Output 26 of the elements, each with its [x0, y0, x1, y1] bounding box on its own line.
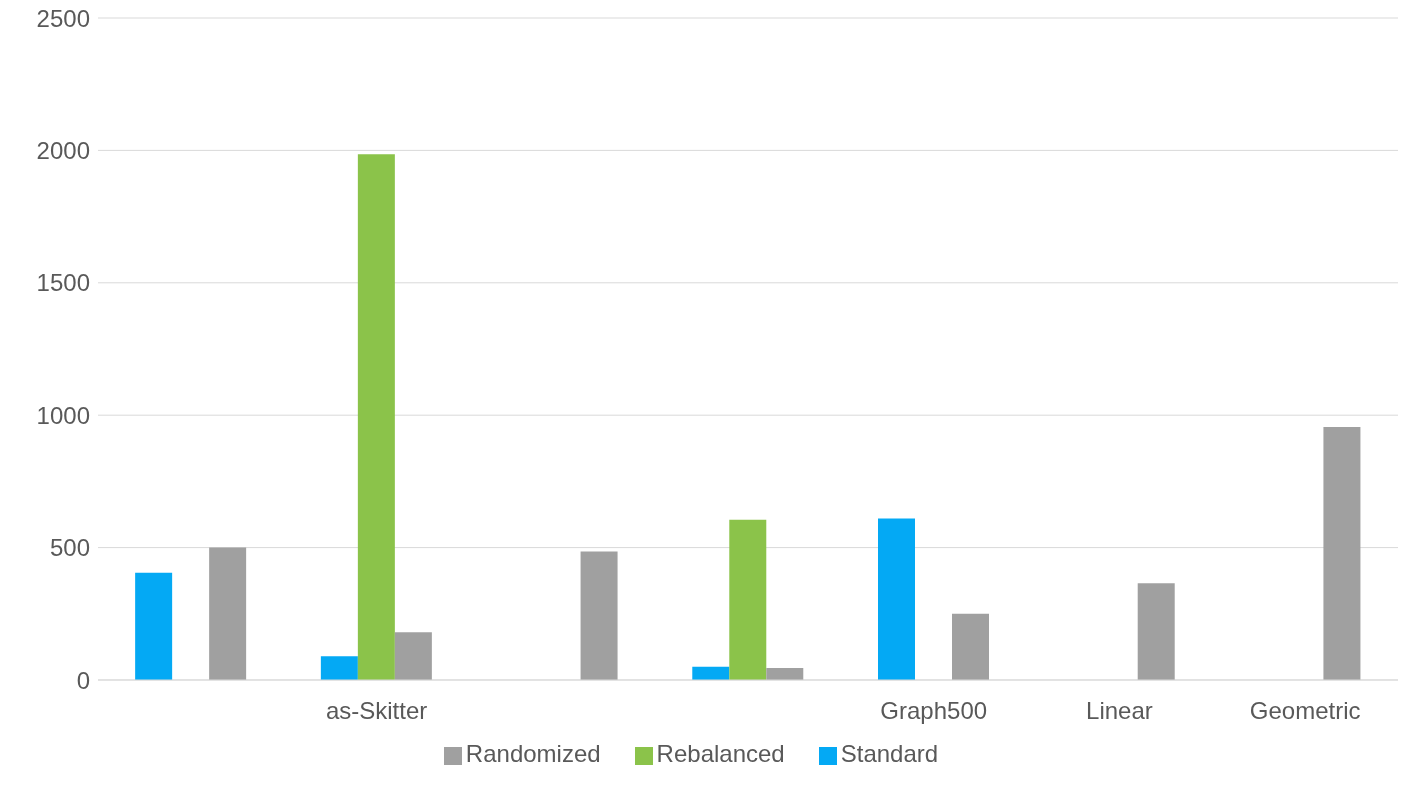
y-tick-label: 1500 [36, 269, 90, 297]
y-tick-label: 2000 [36, 136, 90, 164]
bar [1323, 427, 1361, 680]
y-tick-label: 0 [76, 666, 90, 694]
x-tick-label: Geometric [1249, 697, 1361, 725]
bar [320, 656, 358, 680]
bar [209, 547, 247, 680]
y-tick-label: 1000 [36, 401, 90, 429]
legend-label: Standard [840, 740, 939, 767]
legend-label: Rebalanced [656, 740, 785, 767]
bar [729, 519, 767, 680]
x-tick-label: as-Skitter [325, 697, 428, 725]
bar [394, 632, 432, 680]
bar [135, 572, 173, 680]
bar [357, 154, 395, 680]
bar [878, 518, 915, 680]
bar [766, 668, 804, 680]
x-tick-label: Graph500 [880, 697, 988, 725]
y-tick-label: 500 [49, 534, 90, 562]
bar [692, 666, 730, 680]
bar [1137, 583, 1175, 680]
bar [952, 613, 989, 680]
legend-label: Randomized [465, 740, 601, 767]
x-tick-label: Linear [1086, 697, 1153, 725]
bar [580, 551, 618, 680]
y-tick-label: 2500 [36, 4, 90, 32]
